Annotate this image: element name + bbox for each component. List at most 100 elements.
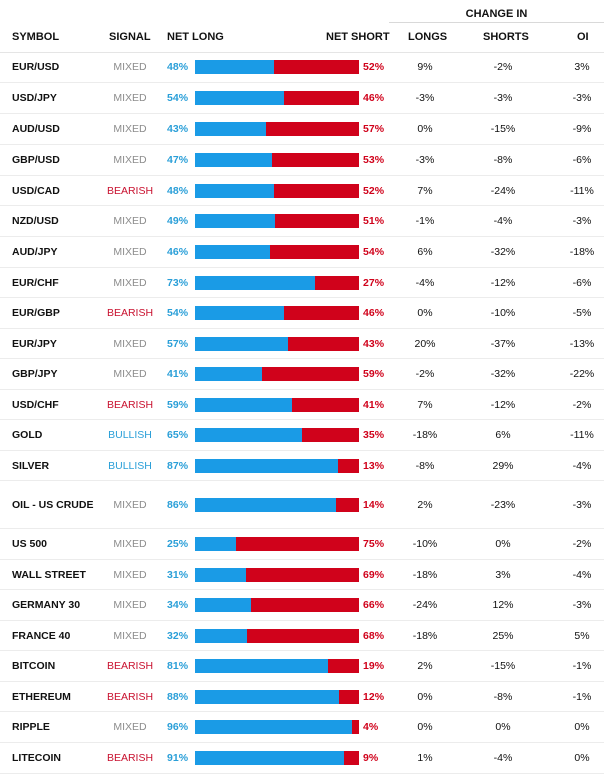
shorts-change-cell: -4% <box>493 752 513 764</box>
table-row[interactable]: GOLD BULLISH 65% 35% -18% 6% -11% <box>0 420 604 451</box>
net-long-bar <box>195 183 274 198</box>
symbol-cell[interactable]: EUR/USD <box>12 61 60 73</box>
net-short-column-header[interactable]: NET SHORT <box>326 31 390 43</box>
table-row[interactable]: EUR/CHF MIXED 73% 27% -4% -12% -6% <box>0 268 604 298</box>
net-short-bar <box>339 689 359 704</box>
oi-change-cell: -13% <box>569 337 595 350</box>
net-short-bar <box>352 720 359 734</box>
symbol-cell[interactable]: WALL STREET <box>12 568 86 581</box>
shorts-change-cell: -37% <box>490 337 516 350</box>
net-long-bar <box>195 60 274 74</box>
longs-change-cell: 1% <box>417 752 433 764</box>
symbol-column-header[interactable]: SYMBOL <box>12 31 60 43</box>
symbol-cell[interactable]: USD/CAD <box>12 184 60 197</box>
table-row[interactable]: WALL STREET MIXED 31% 69% -18% 3% -4% <box>0 560 604 590</box>
table-row[interactable]: AUD/USD MIXED 43% 57% 0% -15% -9% <box>0 114 604 145</box>
net-position-bar <box>195 458 359 473</box>
symbol-cell[interactable]: GBP/JPY <box>12 368 58 380</box>
net-short-bar <box>265 122 359 136</box>
symbol-cell[interactable]: RIPPLE <box>12 721 50 733</box>
net-long-bar <box>195 397 292 412</box>
net-long-bar <box>195 659 328 673</box>
table-row[interactable]: USD/JPY MIXED 54% 46% -3% -3% -3% <box>0 83 604 114</box>
net-long-bar <box>195 245 271 259</box>
longs-change-cell: -2% <box>415 368 435 380</box>
net-short-value: 35% <box>363 429 385 441</box>
shorts-change-cell: -32% <box>490 368 516 380</box>
table-row[interactable]: GBP/JPY MIXED 41% 59% -2% -32% -22% <box>0 359 604 390</box>
net-short-value: 52% <box>363 184 385 197</box>
oi-change-cell: -9% <box>572 123 592 135</box>
symbol-cell[interactable]: SILVER <box>12 459 50 472</box>
table-row[interactable]: RIPPLE MIXED 96% 4% 0% 0% 0% <box>0 712 604 743</box>
table-row[interactable]: GBP/USD MIXED 47% 53% -3% -8% -6% <box>0 145 604 176</box>
signal-cell: MIXED <box>113 123 147 135</box>
table-row[interactable]: EUR/USD MIXED 48% 52% 9% -2% 3% <box>0 52 604 83</box>
net-position-bar <box>195 720 359 734</box>
table-row[interactable]: USD/CHF BEARISH 59% 41% 7% -12% -2% <box>0 390 604 420</box>
table-row[interactable]: US 500 MIXED 25% 75% -10% 0% -2% <box>0 529 604 560</box>
oi-column-header[interactable]: OI <box>577 31 589 43</box>
table-row[interactable]: GERMANY 30 MIXED 34% 66% -24% 12% -3% <box>0 590 604 621</box>
shorts-change-cell: 12% <box>492 599 514 611</box>
net-short-bar <box>283 91 359 105</box>
signal-column-header[interactable]: SIGNAL <box>109 31 151 43</box>
table-row[interactable]: AUD/JPY MIXED 46% 54% 6% -32% -18% <box>0 237 604 268</box>
table-row[interactable]: NZD/USD MIXED 49% 51% -1% -4% -3% <box>0 206 604 237</box>
longs-change-cell: 6% <box>417 246 433 258</box>
longs-change-cell: -1% <box>415 215 435 227</box>
longs-change-cell: 7% <box>417 184 433 197</box>
symbol-cell[interactable]: USD/CHF <box>12 398 59 411</box>
shorts-change-cell: -3% <box>493 92 513 104</box>
longs-column-header[interactable]: LONGS <box>408 31 448 43</box>
net-long-value: 34% <box>167 599 189 611</box>
symbol-cell[interactable]: NZD/USD <box>12 215 59 227</box>
shorts-column-header[interactable]: SHORTS <box>483 31 529 43</box>
table-row[interactable]: OIL - US CRUDE MIXED 86% 14% 2% -23% -3% <box>0 481 604 529</box>
net-short-value: 43% <box>363 337 385 350</box>
oi-change-cell: 3% <box>574 61 590 73</box>
symbol-cell[interactable]: OIL - US CRUDE <box>12 498 94 511</box>
oi-change-cell: -4% <box>572 459 592 472</box>
net-position-bar <box>195 567 359 582</box>
oi-change-cell: 5% <box>574 629 590 642</box>
table-row[interactable]: SILVER BULLISH 87% 13% -8% 29% -4% <box>0 451 604 481</box>
table-row[interactable]: BITCOIN BEARISH 81% 19% 2% -15% -1% <box>0 651 604 682</box>
symbol-cell[interactable]: AUD/USD <box>12 123 60 135</box>
net-position-bar <box>195 245 359 259</box>
table-row[interactable]: FRANCE 40 MIXED 32% 68% -18% 25% 5% <box>0 621 604 651</box>
symbol-cell[interactable]: ETHEREUM <box>12 690 71 703</box>
longs-change-cell: 2% <box>417 498 433 511</box>
net-short-bar <box>288 336 359 351</box>
signal-cell: MIXED <box>113 61 147 73</box>
signal-cell: MIXED <box>113 721 147 733</box>
symbol-cell[interactable]: AUD/JPY <box>12 246 58 258</box>
symbol-cell[interactable]: FRANCE 40 <box>12 629 71 642</box>
table-row[interactable]: ETHEREUM BEARISH 88% 12% 0% -8% -1% <box>0 682 604 712</box>
oi-change-cell: 0% <box>574 752 590 764</box>
symbol-cell[interactable]: BITCOIN <box>12 660 56 672</box>
net-long-column-header[interactable]: NET LONG <box>167 31 224 43</box>
oi-change-cell: -2% <box>572 538 592 550</box>
net-short-bar <box>270 245 359 259</box>
symbol-cell[interactable]: US 500 <box>12 538 48 550</box>
oi-change-cell: -18% <box>569 246 595 258</box>
symbol-cell[interactable]: GERMANY 30 <box>12 599 81 611</box>
net-short-value: 53% <box>363 154 385 166</box>
symbol-cell[interactable]: EUR/JPY <box>12 337 57 350</box>
signal-cell: MIXED <box>113 215 147 227</box>
net-long-bar <box>195 751 345 765</box>
symbol-cell[interactable]: EUR/GBP <box>12 307 60 319</box>
shorts-change-cell: -12% <box>490 398 516 411</box>
symbol-cell[interactable]: GBP/USD <box>12 154 60 166</box>
net-short-bar <box>250 598 359 612</box>
symbol-cell[interactable]: USD/JPY <box>12 92 57 104</box>
symbol-cell[interactable]: LITECOIN <box>12 752 61 764</box>
symbol-cell[interactable]: GOLD <box>12 429 43 441</box>
table-row[interactable]: EUR/GBP BEARISH 54% 46% 0% -10% -5% <box>0 298 604 329</box>
table-row[interactable]: LITECOIN BEARISH 91% 9% 1% -4% 0% <box>0 743 604 774</box>
table-row[interactable]: USD/CAD BEARISH 48% 52% 7% -24% -11% <box>0 176 604 206</box>
table-row[interactable]: EUR/JPY MIXED 57% 43% 20% -37% -13% <box>0 329 604 359</box>
net-long-value: 25% <box>167 538 189 550</box>
symbol-cell[interactable]: EUR/CHF <box>12 276 59 289</box>
